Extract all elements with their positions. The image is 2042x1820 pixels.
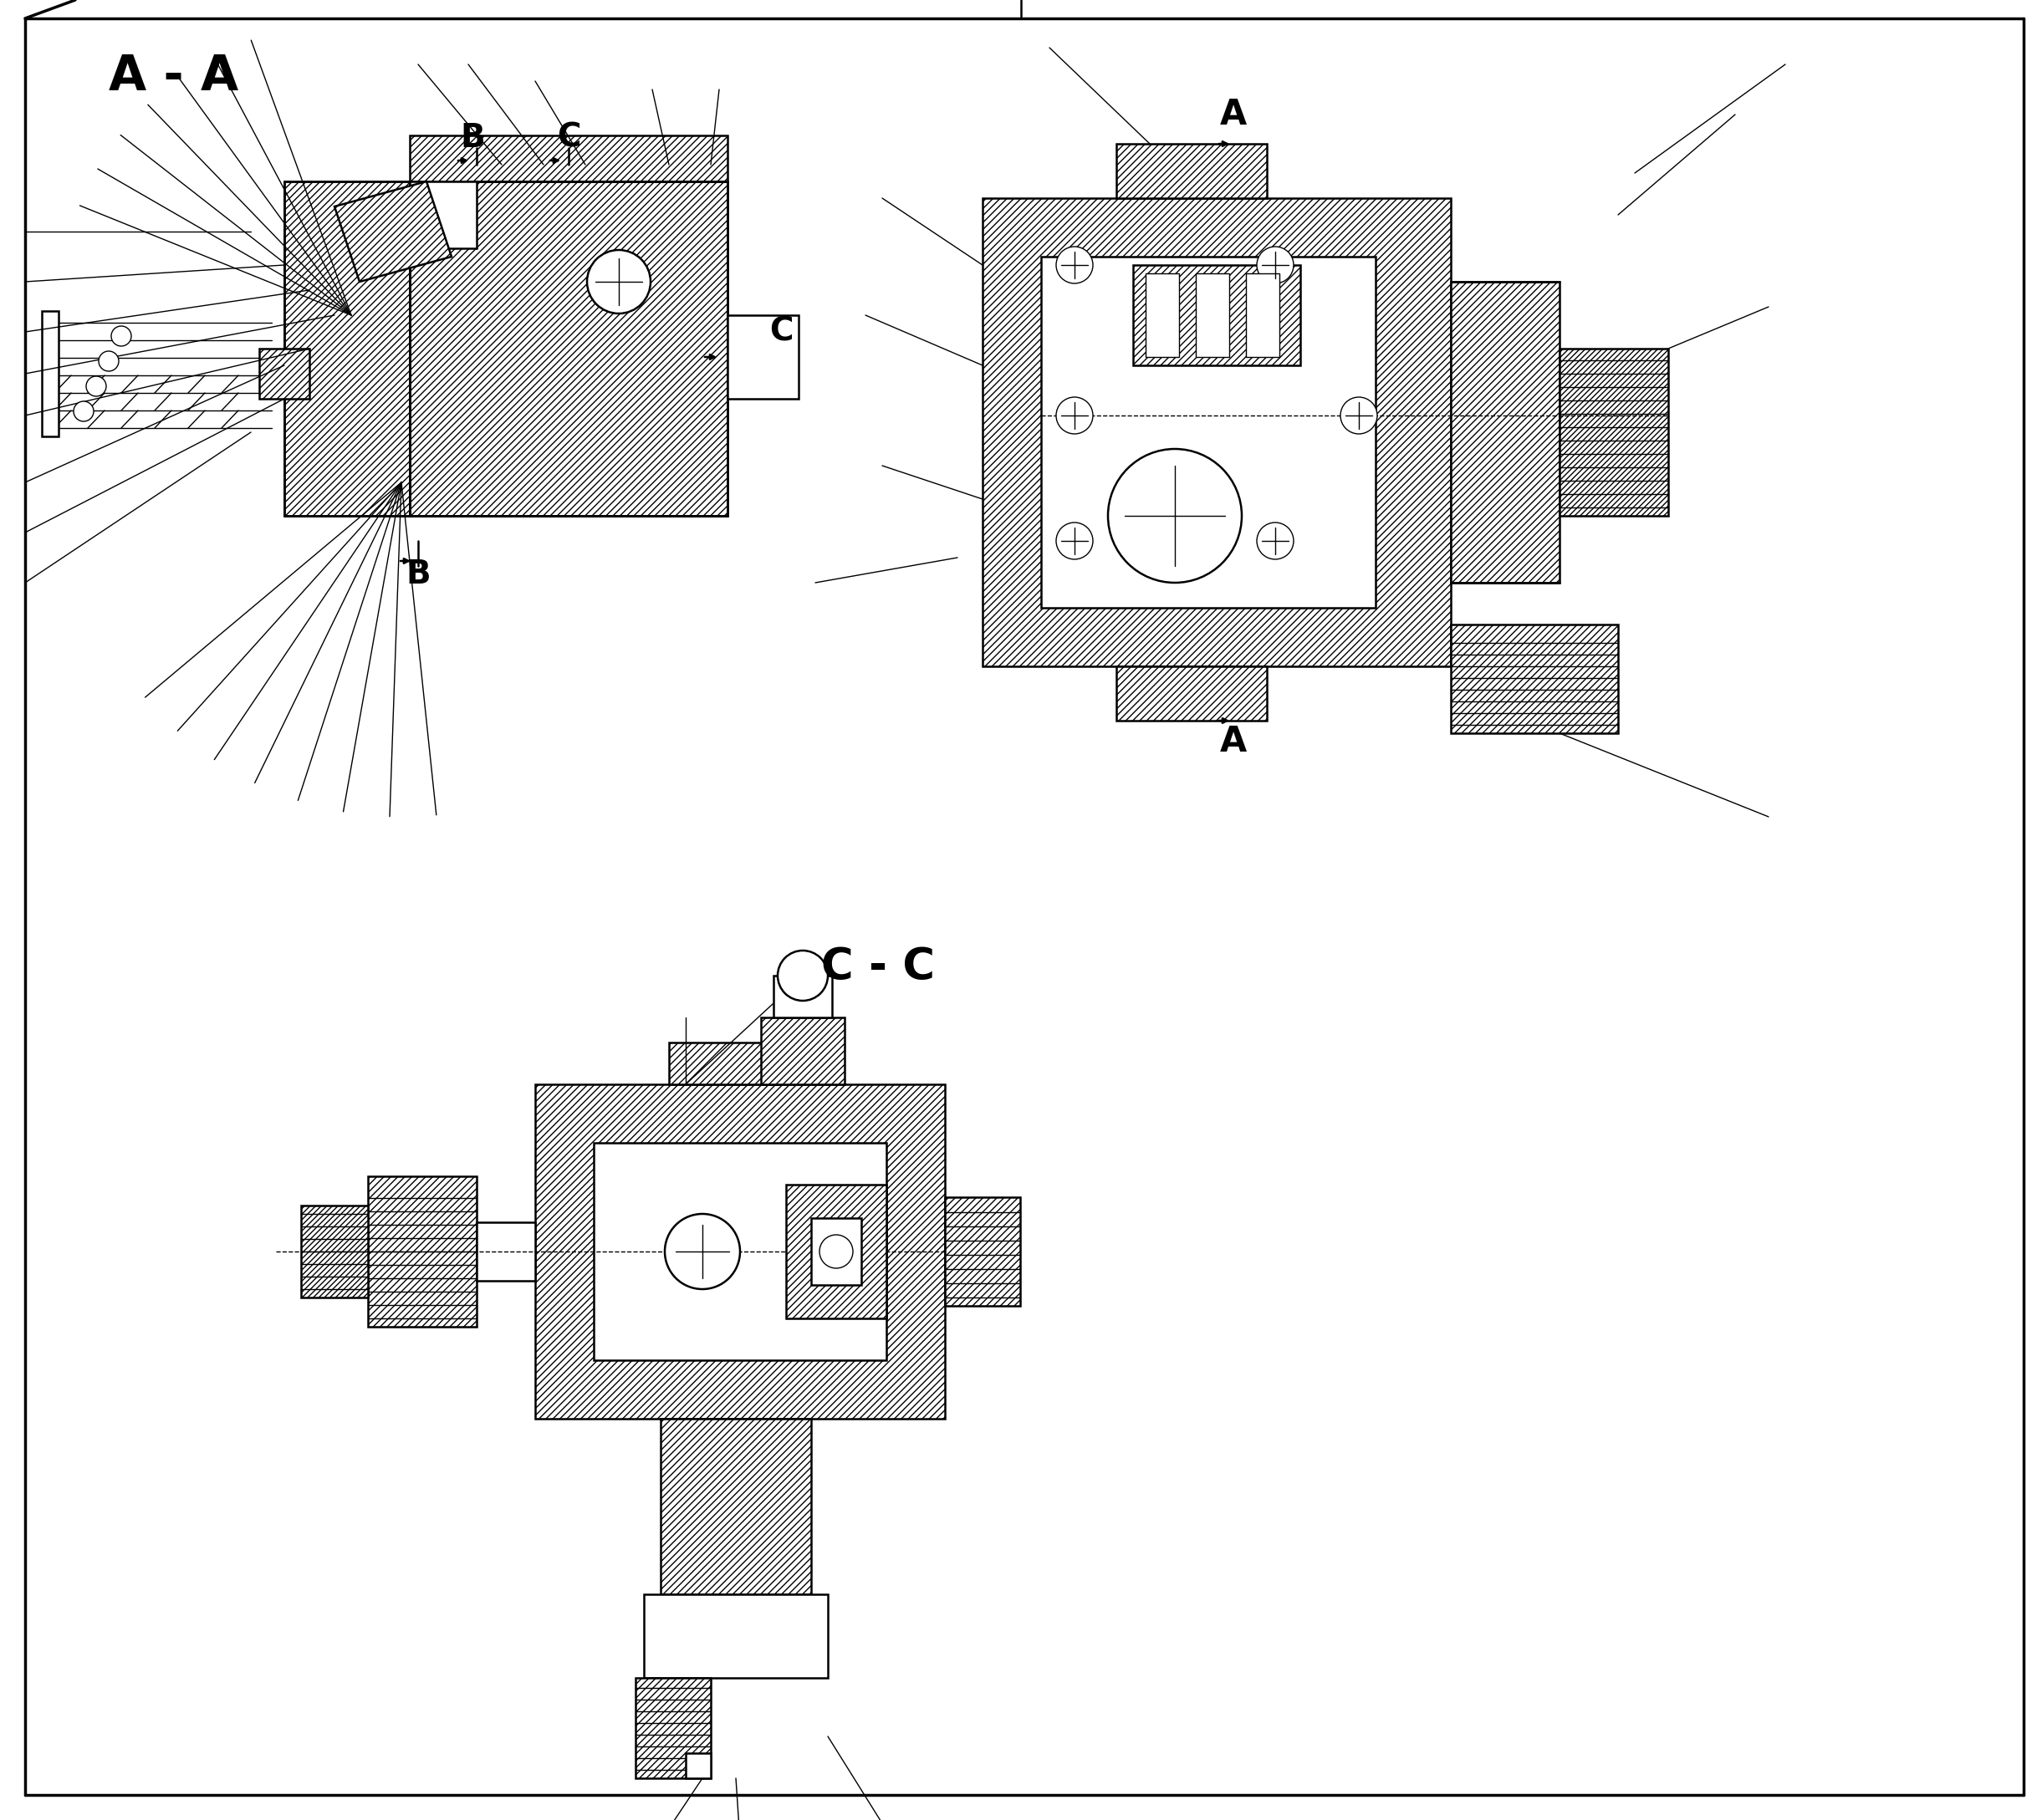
Circle shape	[1109, 450, 1242, 582]
Bar	[982, 198, 1450, 666]
Bar	[1246, 273, 1280, 357]
Text: A: A	[1219, 96, 1248, 133]
Bar	[1117, 666, 1266, 721]
Circle shape	[819, 1234, 854, 1269]
Bar	[643, 1594, 827, 1678]
Circle shape	[586, 249, 651, 313]
Bar	[811, 1218, 862, 1285]
Bar	[662, 1420, 811, 1594]
Polygon shape	[335, 182, 451, 282]
Circle shape	[778, 950, 827, 1001]
Bar	[1133, 266, 1301, 366]
Circle shape	[1256, 522, 1293, 559]
Bar	[1450, 624, 1617, 733]
Bar	[762, 1017, 845, 1085]
Bar	[774, 976, 831, 1017]
Bar	[635, 1678, 711, 1778]
Bar	[284, 182, 410, 515]
Text: A - A: A - A	[108, 53, 239, 100]
Bar	[1560, 349, 1668, 515]
Bar	[594, 1143, 886, 1360]
Text: C - C: C - C	[821, 946, 935, 988]
Circle shape	[1056, 397, 1092, 433]
Bar	[786, 1185, 886, 1318]
Bar	[410, 182, 727, 515]
Bar	[727, 315, 798, 399]
Text: B: B	[406, 559, 431, 590]
Bar	[259, 349, 310, 399]
Bar	[1450, 282, 1560, 582]
Circle shape	[666, 1214, 739, 1289]
Bar	[41, 311, 59, 437]
Bar	[1197, 273, 1229, 357]
Bar	[945, 1198, 1021, 1307]
Polygon shape	[410, 182, 476, 248]
Circle shape	[1056, 522, 1092, 559]
Text: A: A	[1219, 724, 1248, 759]
Text: C: C	[557, 122, 580, 155]
Circle shape	[1056, 248, 1092, 284]
Text: C: C	[770, 317, 792, 348]
Bar	[368, 1176, 476, 1327]
Bar	[1041, 257, 1376, 608]
Bar	[535, 1085, 945, 1420]
Circle shape	[1256, 248, 1293, 284]
Circle shape	[98, 351, 118, 371]
Bar	[1117, 144, 1266, 198]
Circle shape	[1340, 397, 1376, 433]
Text: B: B	[459, 122, 484, 155]
Circle shape	[74, 400, 94, 422]
Bar	[686, 1753, 711, 1778]
Circle shape	[86, 377, 106, 397]
Bar	[476, 1223, 535, 1281]
Bar	[410, 135, 727, 182]
Bar	[670, 1043, 778, 1085]
Circle shape	[110, 326, 131, 346]
Bar	[300, 1205, 368, 1298]
Bar	[1146, 273, 1178, 357]
